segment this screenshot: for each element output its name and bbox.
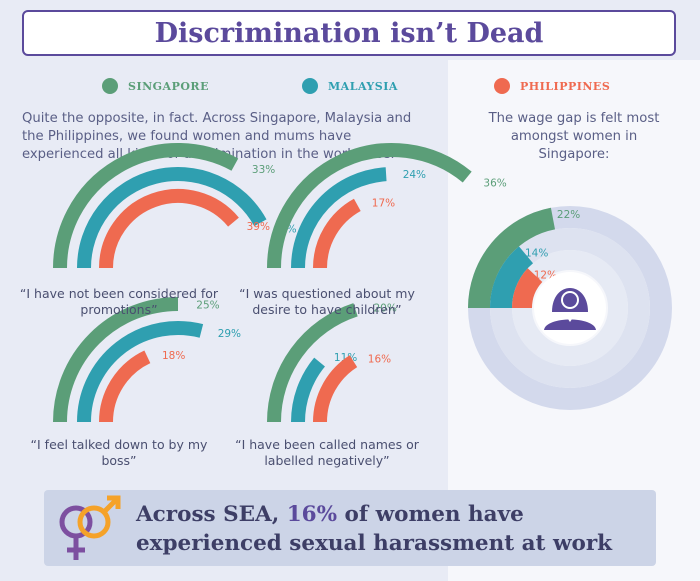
legend-label-malaysia: MALAYSIA bbox=[328, 79, 398, 93]
arc-called-names-philippines bbox=[313, 355, 358, 423]
footer-suffix: of women have bbox=[337, 502, 524, 527]
arc-talked-down-philippines bbox=[99, 350, 151, 423]
arc-talked-down-singapore bbox=[53, 297, 179, 423]
legend-singapore: SINGAPORE bbox=[102, 78, 209, 94]
arc-promotions-philippines bbox=[99, 189, 239, 269]
label-children-malaysia: 24% bbox=[403, 169, 426, 181]
wage-arc-singapore bbox=[468, 207, 556, 309]
intro-text: Quite the opposite, in fact. Across Sing… bbox=[22, 111, 412, 162]
label-called-names-philippines: 16% bbox=[368, 354, 391, 366]
footer-line2: experienced sexual harassment at work bbox=[136, 531, 613, 556]
arc-promotions-singapore bbox=[53, 143, 239, 269]
arc-children-philippines bbox=[313, 198, 361, 269]
legend-swatch-singapore bbox=[102, 78, 118, 94]
label-promotions-singapore: 33% bbox=[252, 164, 275, 176]
label-talked-down-singapore: 25% bbox=[196, 299, 219, 311]
caption-called-names: “I have been called names or labelled ne… bbox=[235, 437, 419, 468]
arc-called-names-singapore bbox=[267, 303, 358, 423]
wage-arc-philippines bbox=[512, 268, 543, 309]
page-title: Discrimination isn’t Dead bbox=[154, 17, 544, 49]
legend-swatch-philippines bbox=[494, 78, 510, 94]
label-called-names-singapore: 20% bbox=[374, 303, 397, 315]
female-male-symbol-icon bbox=[59, 495, 121, 560]
label-children-singapore: 36% bbox=[483, 178, 506, 190]
wage-gap-text: The wage gap is felt most amongst women … bbox=[488, 111, 660, 162]
wage-label-singapore: 22% bbox=[557, 209, 580, 221]
legend-swatch-malaysia bbox=[302, 78, 318, 94]
arc-talked-down-malaysia bbox=[77, 321, 204, 423]
legend-label-singapore: SINGAPORE bbox=[128, 79, 209, 93]
caption-promotions: “I have not been considered for promotio… bbox=[19, 286, 219, 317]
wage-arc-malaysia bbox=[490, 246, 534, 309]
footer-banner: Across SEA, 16% of women have experience… bbox=[44, 490, 656, 566]
legend-label-philippines: PHILIPPINES bbox=[520, 79, 611, 93]
arc-children-singapore bbox=[267, 143, 472, 269]
caption-talked-down: “I feel talked down to by my boss” bbox=[30, 437, 208, 468]
label-children-philippines: 17% bbox=[372, 198, 395, 210]
arc-called-names-malaysia bbox=[291, 357, 326, 423]
woman-avatar-icon bbox=[544, 288, 596, 330]
caption-children: “I was questioned about my desire to hav… bbox=[239, 286, 415, 317]
footer-highlight: 16% bbox=[286, 502, 338, 527]
footer-prefix: Across SEA, bbox=[136, 502, 287, 527]
arc-children-malaysia bbox=[291, 167, 387, 269]
footer-statement: Across SEA, 16% of women have experience… bbox=[136, 500, 612, 558]
legend-philippines: PHILIPPINES bbox=[494, 78, 610, 94]
label-talked-down-malaysia: 29% bbox=[218, 328, 241, 340]
arc-promotions-malaysia bbox=[77, 167, 267, 269]
label-talked-down-philippines: 18% bbox=[162, 350, 185, 362]
title-banner: Discrimination isn’t Dead bbox=[22, 10, 676, 56]
wage-label-malaysia: 14% bbox=[525, 247, 548, 259]
legend-malaysia: MALAYSIA bbox=[302, 78, 398, 94]
label-promotions-philippines: 39% bbox=[247, 221, 270, 233]
